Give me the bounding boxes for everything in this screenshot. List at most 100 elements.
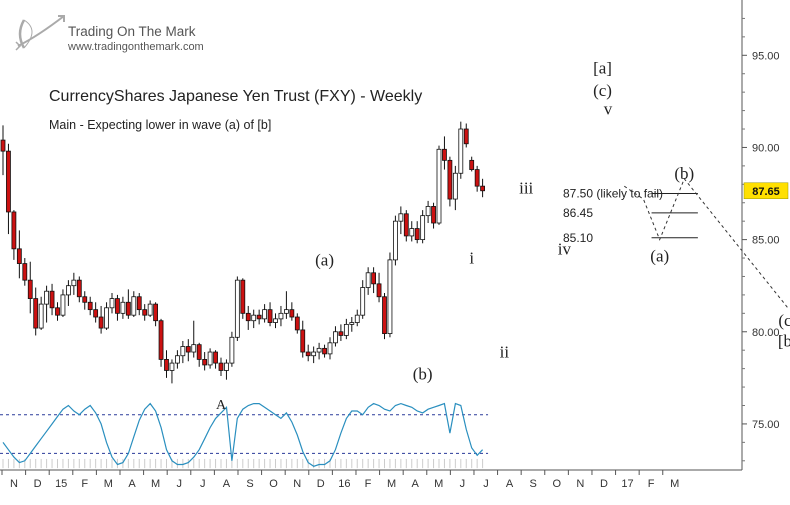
candle-body [11, 211, 17, 250]
candle-body [273, 318, 278, 323]
candle-body [382, 296, 387, 335]
candle-body [283, 309, 289, 314]
candle-body [371, 272, 377, 285]
candle-body [16, 248, 22, 264]
candle-body [267, 309, 273, 323]
x-tick-label: F [648, 478, 655, 490]
candle-body [180, 346, 186, 357]
candle-body [6, 150, 11, 213]
x-tick-label: A [223, 478, 231, 490]
x-tick-label: A [128, 478, 136, 490]
candle-body [278, 312, 284, 320]
x-tick-label: O [552, 478, 561, 490]
fib-target-label: 87.50 (likely to fail) [563, 187, 663, 201]
candle-body [452, 172, 458, 200]
candle-body [469, 159, 475, 170]
wave-label: [b] [778, 332, 790, 351]
oscillator-panel [0, 402, 489, 469]
candle-body [376, 283, 382, 298]
fib-target-label: 85.10 [563, 231, 593, 245]
x-tick-label: N [10, 478, 18, 490]
candle-body [224, 362, 229, 371]
candle-body [322, 347, 327, 355]
oscillator-line [2, 402, 484, 467]
x-tick-label: 16 [338, 478, 350, 490]
candle-body [66, 285, 71, 296]
projection-path [624, 177, 789, 309]
candle-body [202, 359, 208, 366]
candle-body [93, 309, 99, 318]
candle-body [327, 342, 333, 355]
candle-body [142, 309, 148, 316]
candle-body [414, 228, 420, 241]
y-tick-label: 90.00 [752, 142, 780, 154]
candle-body [474, 169, 480, 187]
x-tick-label: F [365, 478, 372, 490]
x-tick-label: M [670, 478, 679, 490]
candle-body [262, 309, 268, 320]
candle-body [480, 185, 486, 192]
candle-body [71, 279, 77, 287]
x-tick-label: 15 [55, 478, 67, 490]
wave-label: (c) [778, 311, 790, 330]
candle-body [463, 128, 469, 145]
candle-body [256, 314, 262, 320]
candle-body [229, 336, 235, 364]
x-tick-label: J [200, 478, 206, 490]
x-tick-label: M [387, 478, 396, 490]
candle-body [392, 220, 398, 261]
candle-body [60, 294, 66, 316]
candle-body [240, 279, 246, 314]
candle-body [131, 296, 137, 316]
candle-body [38, 303, 44, 329]
x-tick-label: A [412, 478, 420, 490]
candle-body [82, 296, 88, 303]
wave-label: i [469, 249, 474, 268]
wave-label: iii [519, 179, 533, 198]
brand-logo [15, 15, 65, 51]
candle-body [213, 351, 218, 364]
wave-label: (a) [650, 247, 669, 266]
candle-body [316, 347, 322, 353]
candle-body [87, 301, 93, 311]
candle-body [447, 159, 453, 200]
chart-subtitle: Main - Expecting lower in wave (a) of [b… [49, 118, 271, 132]
candle-body [409, 228, 415, 237]
y-tick-label: 85.00 [752, 235, 780, 247]
chart-title: CurrencyShares Japanese Yen Trust (FXY) … [49, 88, 422, 105]
y-tick-label: 95.00 [752, 50, 780, 62]
x-tick-label: M [151, 478, 160, 490]
candle-body [109, 298, 115, 309]
candle-body [207, 351, 213, 366]
fib-target-label: 86.45 [563, 206, 593, 220]
wave-label: iv [558, 239, 572, 258]
candle-body [191, 344, 197, 353]
x-tick-label: F [81, 478, 88, 490]
candle-body [245, 312, 251, 322]
candle-body [365, 272, 371, 288]
candle-body [251, 314, 257, 322]
candle-body [349, 322, 355, 325]
candle-body [55, 307, 60, 316]
candle-body [354, 314, 360, 323]
last-price-label: 87.65 [752, 186, 780, 198]
candle-body [300, 329, 306, 353]
wave-label: [a] [593, 59, 612, 78]
candle-body [22, 263, 28, 281]
candle-body [431, 206, 436, 224]
brand-name: Trading On The Mark [68, 24, 196, 39]
candle-body [136, 296, 142, 311]
candle-body [196, 344, 202, 360]
candle-body [104, 307, 109, 329]
candle-body [125, 301, 131, 316]
brand-url[interactable]: www.tradingonthemark.com [67, 41, 204, 53]
wave-label: (b) [413, 365, 433, 384]
wave-label: (b) [674, 164, 694, 183]
axes: 75.00 80.00 85.00 90.00 95.00 N D 15 F M A M J J A S O N D… [0, 0, 789, 490]
x-tick-label: M [434, 478, 443, 490]
candle-body [436, 148, 442, 224]
wave-label: (c) [593, 81, 612, 100]
x-tick-label: D [34, 478, 42, 490]
y-tick-label: 75.00 [752, 419, 780, 431]
